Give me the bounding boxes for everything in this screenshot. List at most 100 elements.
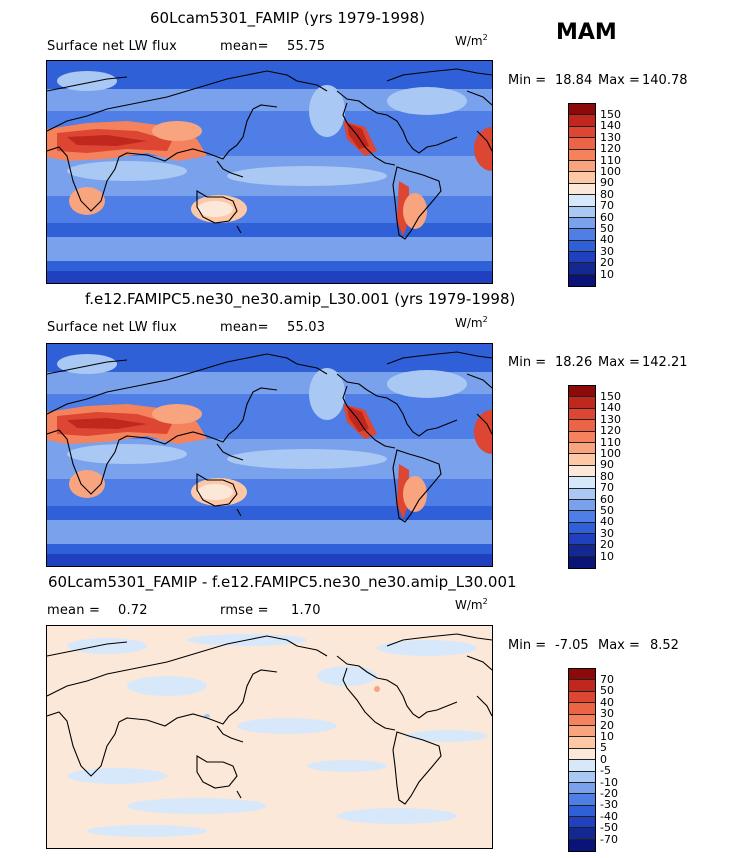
- colorbar-swatch: [569, 488, 595, 500]
- panel-1-min-value: 18.84: [555, 73, 593, 88]
- colorbar-swatch: [569, 691, 595, 704]
- panel-2-coastlines: [47, 351, 492, 523]
- colorbar-swatch: [569, 465, 595, 478]
- colorbar-swatch: [569, 511, 595, 523]
- colorbar-swatch: [569, 195, 595, 207]
- colorbar-tick-label: 50: [600, 503, 614, 517]
- colorbar-tick-label: 150: [600, 107, 621, 121]
- panel-2-variable-label: Surface net LW flux: [47, 320, 178, 335]
- colorbar-swatch: [569, 217, 595, 230]
- colorbar-swatch: [569, 172, 595, 184]
- colorbar-swatch: [569, 229, 595, 241]
- panel-3-min-value: -7.05: [555, 638, 589, 653]
- panel-1-colorbar: [568, 103, 596, 288]
- colorbar-swatch: [569, 556, 595, 569]
- colorbar-tick-label: 100: [600, 446, 621, 460]
- colorbar-swatch: [569, 126, 595, 139]
- colorbar-swatch: [569, 263, 595, 275]
- colorbar-tick-label: 90: [600, 176, 614, 190]
- colorbar-tick-label: -50: [600, 821, 618, 835]
- panel-3-max-label: Max =: [598, 638, 640, 653]
- colorbar-swatch: [569, 805, 595, 818]
- colorbar-tick-label: 20: [600, 538, 614, 552]
- colorbar-swatch: [569, 545, 595, 557]
- colorbar-tick-label: 70: [600, 481, 614, 495]
- colorbar-swatch: [569, 420, 595, 432]
- panel-3-map-svg: [47, 626, 492, 848]
- panel-2-max-value: 142.21: [642, 355, 688, 370]
- colorbar-tick-label: 120: [600, 424, 621, 438]
- colorbar-swatch: [569, 839, 595, 852]
- colorbar-tick-label: 80: [600, 187, 614, 201]
- panel-1-mean-value: 55.75: [287, 39, 326, 54]
- colorbar-swatch: [569, 104, 595, 116]
- colorbar-swatch: [569, 160, 595, 173]
- panel-1-coastlines: [47, 68, 492, 240]
- panel-2-min-label: Min =: [508, 355, 547, 370]
- panel-1-map-svg: [47, 61, 492, 283]
- colorbar-swatch: [569, 737, 595, 749]
- colorbar-tick-label: 140: [600, 401, 621, 415]
- colorbar-tick-label: 40: [600, 695, 614, 709]
- panel-3-coastlines: [47, 633, 492, 805]
- colorbar-swatch: [569, 274, 595, 287]
- colorbar-tick-label: 70: [600, 199, 614, 213]
- colorbar-tick-label: -70: [600, 832, 618, 846]
- colorbar-tick-label: -10: [600, 775, 618, 789]
- colorbar-tick-label: 120: [600, 142, 621, 156]
- colorbar-tick-label: -5: [600, 764, 611, 778]
- colorbar-tick-label: 40: [600, 233, 614, 247]
- colorbar-swatch: [569, 669, 595, 681]
- colorbar-swatch: [569, 115, 595, 127]
- colorbar-tick-label: 130: [600, 130, 621, 144]
- panel-3-mean-label: mean =: [47, 603, 101, 618]
- colorbar-tick-label: 20: [600, 718, 614, 732]
- colorbar-swatch: [569, 431, 595, 443]
- colorbar-swatch: [569, 828, 595, 840]
- colorbar-tick-label: 70: [600, 672, 614, 686]
- panel-2-title: f.e12.FAMIPC5.ne30_ne30.amip_L30.001 (yr…: [85, 290, 516, 308]
- colorbar-tick-label: 30: [600, 244, 614, 258]
- panel-2-colorbar: [568, 385, 596, 570]
- colorbar-tick-label: 130: [600, 412, 621, 426]
- panel-3-title: 60Lcam5301_FAMIP - f.e12.FAMIPC5.ne30_ne…: [48, 573, 517, 591]
- panel-3-rmse-label: rmse =: [220, 603, 269, 618]
- colorbar-tick-label: 10: [600, 729, 614, 743]
- panel-3-rmse-value: 1.70: [291, 603, 321, 618]
- panel-1-title: 60Lcam5301_FAMIP (yrs 1979-1998): [150, 9, 425, 27]
- colorbar-tick-label: 140: [600, 119, 621, 133]
- colorbar-swatch: [569, 206, 595, 218]
- colorbar-tick-label: -40: [600, 809, 618, 823]
- colorbar-tick-label: 80: [600, 469, 614, 483]
- panel-2-map-svg: [47, 344, 492, 566]
- colorbar-swatch: [569, 725, 595, 738]
- panel-1-variable-label: Surface net LW flux: [47, 39, 178, 54]
- colorbar-swatch: [569, 748, 595, 761]
- colorbar-swatch: [569, 771, 595, 783]
- colorbar-swatch: [569, 397, 595, 409]
- colorbar-tick-label: 50: [600, 684, 614, 698]
- colorbar-swatch: [569, 386, 595, 398]
- panel-1-max-label: Max =: [598, 73, 640, 88]
- colorbar-tick-label: 110: [600, 435, 621, 449]
- colorbar-tick-label: -30: [600, 798, 618, 812]
- colorbar-swatch: [569, 138, 595, 150]
- colorbar-swatch: [569, 782, 595, 795]
- panel-3-min-label: Min =: [508, 638, 547, 653]
- colorbar-swatch: [569, 477, 595, 489]
- panel-2-mean-label: mean=: [220, 320, 269, 335]
- colorbar-tick-label: 90: [600, 458, 614, 472]
- colorbar-tick-label: 5: [600, 741, 607, 755]
- season-label: MAM: [556, 20, 617, 45]
- panel-2-map: [46, 343, 493, 567]
- colorbar-swatch: [569, 408, 595, 421]
- panel-3-max-value: 8.52: [650, 638, 679, 653]
- colorbar-swatch: [569, 703, 595, 715]
- panel-3-mean-value: 0.72: [118, 603, 148, 618]
- panel-2-units: W/m2: [455, 315, 488, 330]
- colorbar-tick-label: 40: [600, 515, 614, 529]
- colorbar-swatch: [569, 454, 595, 466]
- colorbar-tick-label: 110: [600, 153, 621, 167]
- colorbar-swatch: [569, 240, 595, 253]
- colorbar-swatch: [569, 183, 595, 196]
